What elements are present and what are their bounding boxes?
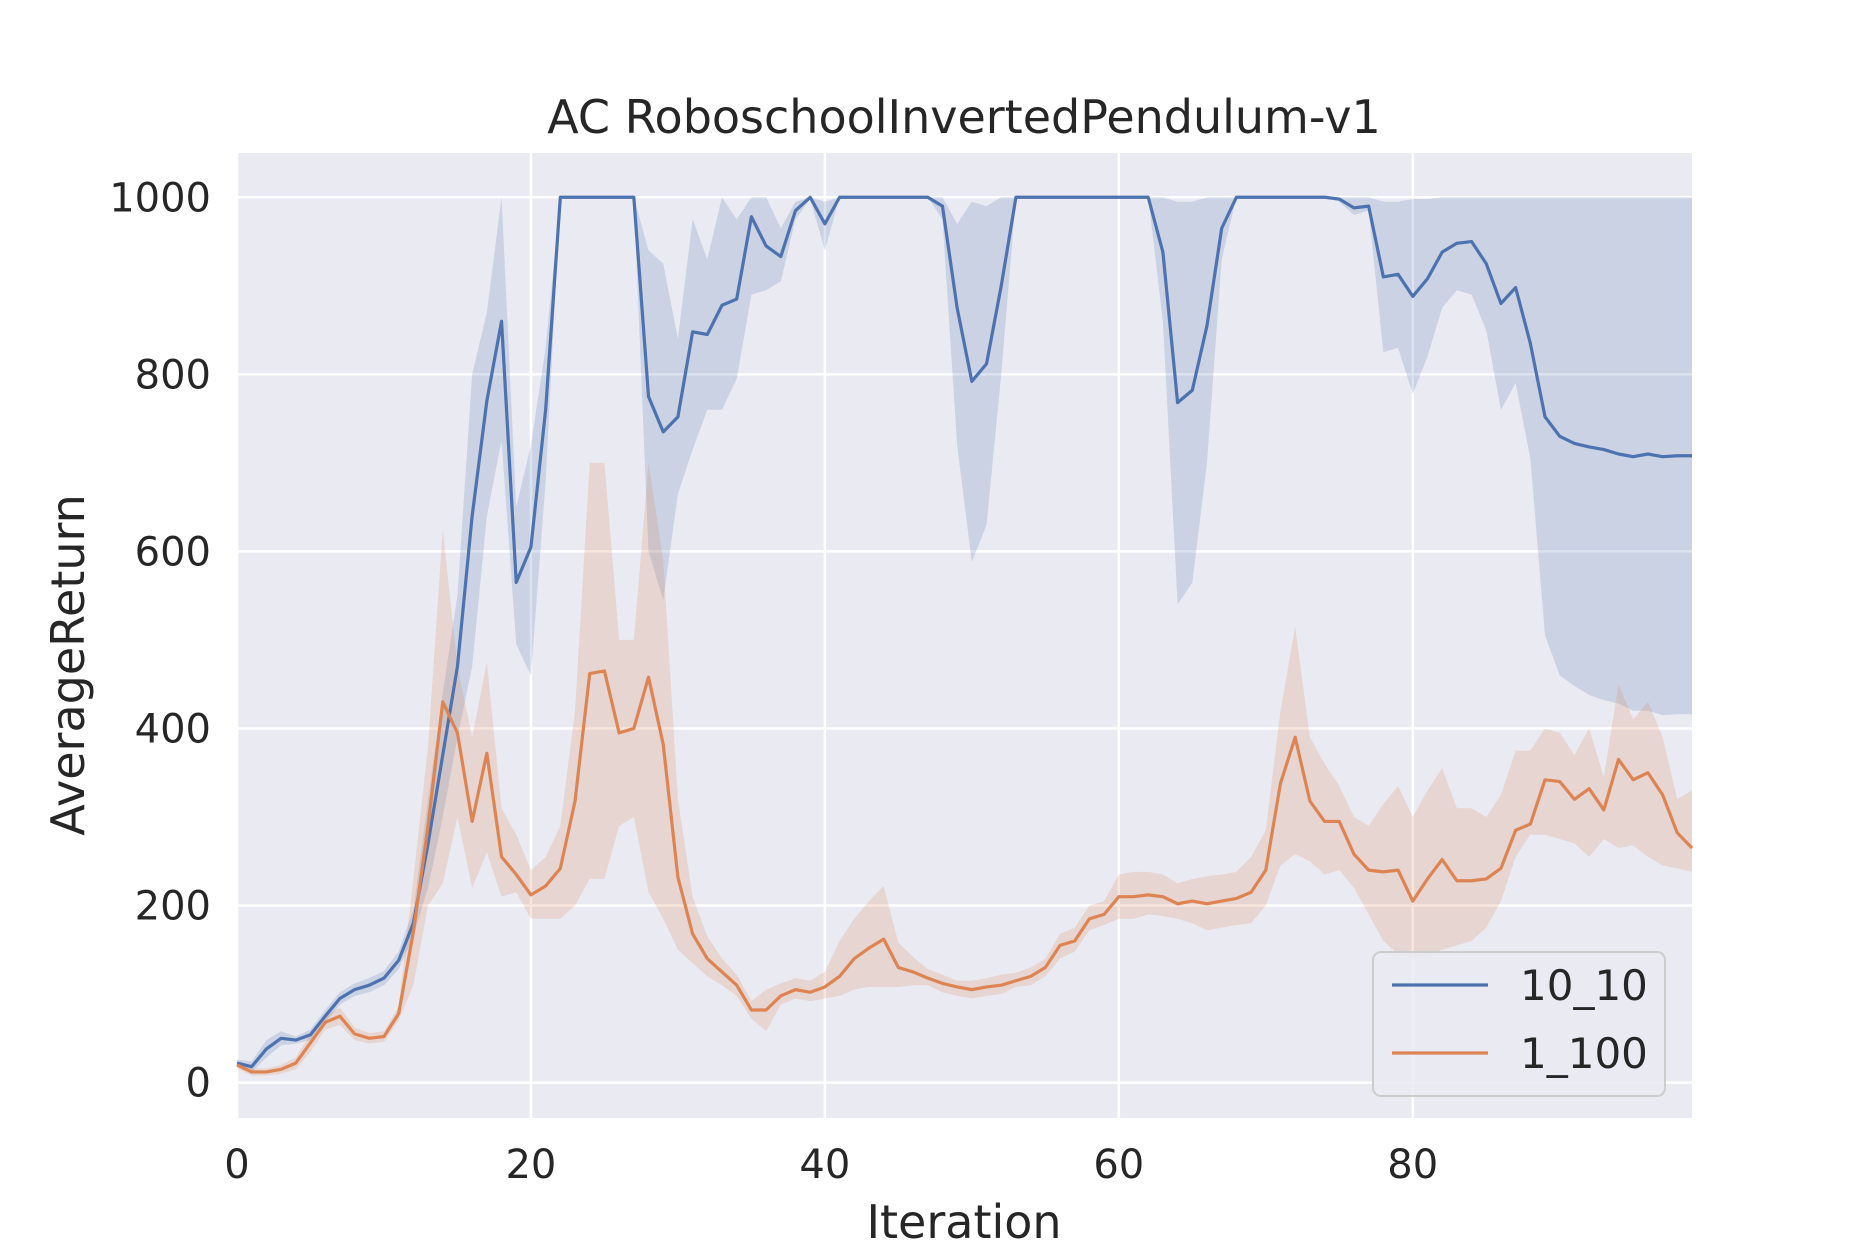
legend: 10_10 1_100 [1372,951,1666,1097]
legend-label-10_10: 10_10 [1520,961,1648,1010]
band-1_100 [237,462,1692,1076]
y-tick-label: 200 [135,884,211,930]
x-tick-label: 20 [505,1142,556,1188]
y-tick-label: 800 [135,352,211,398]
band-10_10 [237,197,1692,1072]
x-axis-label: Iteration [866,1195,1061,1242]
x-tick-label: 40 [799,1142,850,1188]
x-tick-labels: 0 20 40 60 80 [224,1142,1438,1188]
x-tick-label: 0 [224,1142,249,1188]
legend-label-1_100: 1_100 [1520,1029,1648,1078]
legend-box [1372,951,1666,1097]
y-tick-label: 600 [135,529,211,575]
y-tick-labels: 0 200 400 600 800 1000 [109,175,211,1106]
line-10_10 [236,195,1692,1069]
series-lines [236,195,1694,1074]
chart-title: AC RoboschoolInvertedPendulum-v1 [547,90,1380,144]
confidence-bands [237,197,1692,1076]
x-tick-label: 80 [1387,1142,1438,1188]
y-tick-label: 0 [186,1061,211,1107]
x-tick-label: 60 [1093,1142,1144,1188]
y-tick-label: 1000 [109,175,211,221]
y-tick-label: 400 [135,706,211,752]
line-1_100 [236,669,1694,1074]
y-axis-label: AverageReturn [41,494,95,836]
